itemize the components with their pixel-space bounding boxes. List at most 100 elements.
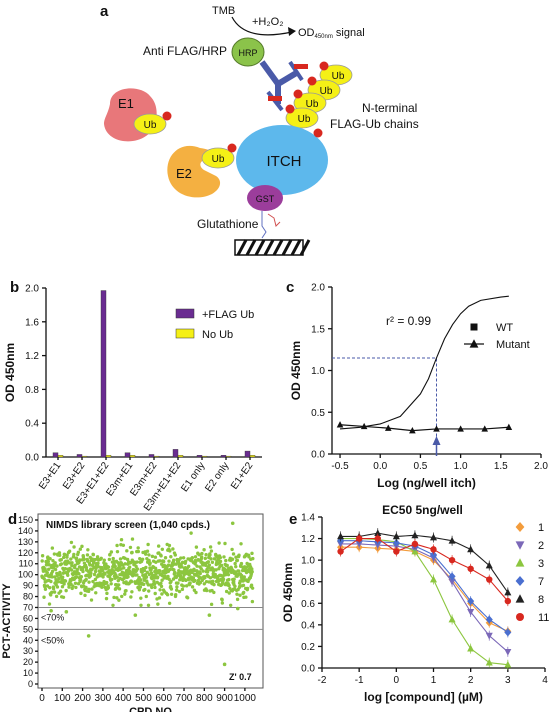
point-7-7 [467,597,475,606]
data-point [135,560,139,564]
y-tick-label: 100 [18,570,33,580]
data-point [103,572,107,576]
data-point [111,603,115,607]
y-tick-label: 1.5 [311,324,325,335]
arrowhead-icon [288,27,296,36]
data-point [153,591,157,596]
data-point [79,575,84,579]
data-point [108,552,112,557]
legend-marker-1 [469,339,479,348]
point-7-3 [392,538,400,547]
data-point [46,567,51,572]
data-point [206,569,210,573]
hrp-label: HRP [238,48,257,58]
point-3-9 [504,660,512,668]
legend-marker-2 [515,541,525,550]
data-point [162,559,166,564]
data-point [189,531,193,535]
data-point [232,580,236,584]
data-point [48,585,52,590]
data-point [207,563,212,567]
x-tick-label: 0.0 [373,461,387,472]
data-point [115,549,120,554]
data-point [211,579,215,584]
data-point [148,561,152,565]
data-point [175,588,179,592]
y-axis-label: OD 450nm [289,341,303,400]
data-point [145,570,149,575]
data-point [176,581,180,585]
data-point [227,583,231,588]
data-point [136,546,140,550]
e1-ub [133,113,167,135]
x-tick-label: 200 [74,693,91,704]
data-point [129,595,133,599]
flag-tag-3 [285,104,295,114]
data-point [223,541,227,546]
data-point [193,555,198,559]
data-point [53,561,57,565]
point-7-9 [504,628,512,637]
data-point [117,598,121,602]
data-point [238,593,242,597]
point-8-8 [485,561,493,569]
data-point [209,549,214,553]
data-point [120,594,124,599]
y-tick-label: 150 [18,515,33,525]
data-point [212,557,217,561]
point-11-6 [448,556,456,564]
data-point [224,589,229,594]
point-8-5 [429,533,438,541]
data-point [218,559,223,564]
data-point [190,585,195,589]
data-point [84,585,88,590]
outlier-point-2 [133,613,138,617]
outlier-point-7 [235,606,240,611]
data-point [235,592,239,596]
data-point [250,586,255,590]
data-point [245,586,250,591]
legend-swatch-0 [175,308,195,319]
data-point [100,568,105,572]
data-point [138,578,143,582]
data-point [173,553,177,557]
y-tick-label: 80 [23,592,33,602]
point-11-8 [486,576,493,583]
data-point [63,579,68,583]
data-point [71,584,75,588]
data-point [192,568,196,573]
glutathione-linker-icon [261,211,281,239]
data-point [70,564,74,568]
point-3-6 [448,615,456,623]
data-point [208,553,212,557]
data-point [175,585,179,589]
data-point [180,560,185,565]
point-8-6 [448,536,456,544]
y-tick-label: 140 [18,526,33,536]
data-point [165,593,170,597]
x-axis-label: CPD NO [129,706,172,712]
data-point [250,567,254,571]
y-axis-label: OD 450nm [3,343,17,402]
point-Mutant-7 [505,423,513,430]
data-point [234,564,238,569]
legend-label-1: 1 [538,522,544,534]
data-point [194,545,199,549]
y-tick-label: 90 [23,581,33,591]
data-point [181,584,186,588]
x-tick-label: 2 [468,675,474,686]
point-2-8 [485,632,493,640]
data-point [78,558,82,562]
data-point [136,549,141,554]
data-point [93,577,98,582]
y-tick-label: 120 [18,548,33,558]
series-8 [337,528,512,598]
data-point [204,579,209,584]
data-point [160,578,164,582]
y-tick-label: 0.0 [301,664,315,675]
data-point [84,565,89,570]
data-point [139,596,143,600]
point-8-7 [467,545,475,553]
data-point [93,569,98,574]
data-point [61,571,66,575]
